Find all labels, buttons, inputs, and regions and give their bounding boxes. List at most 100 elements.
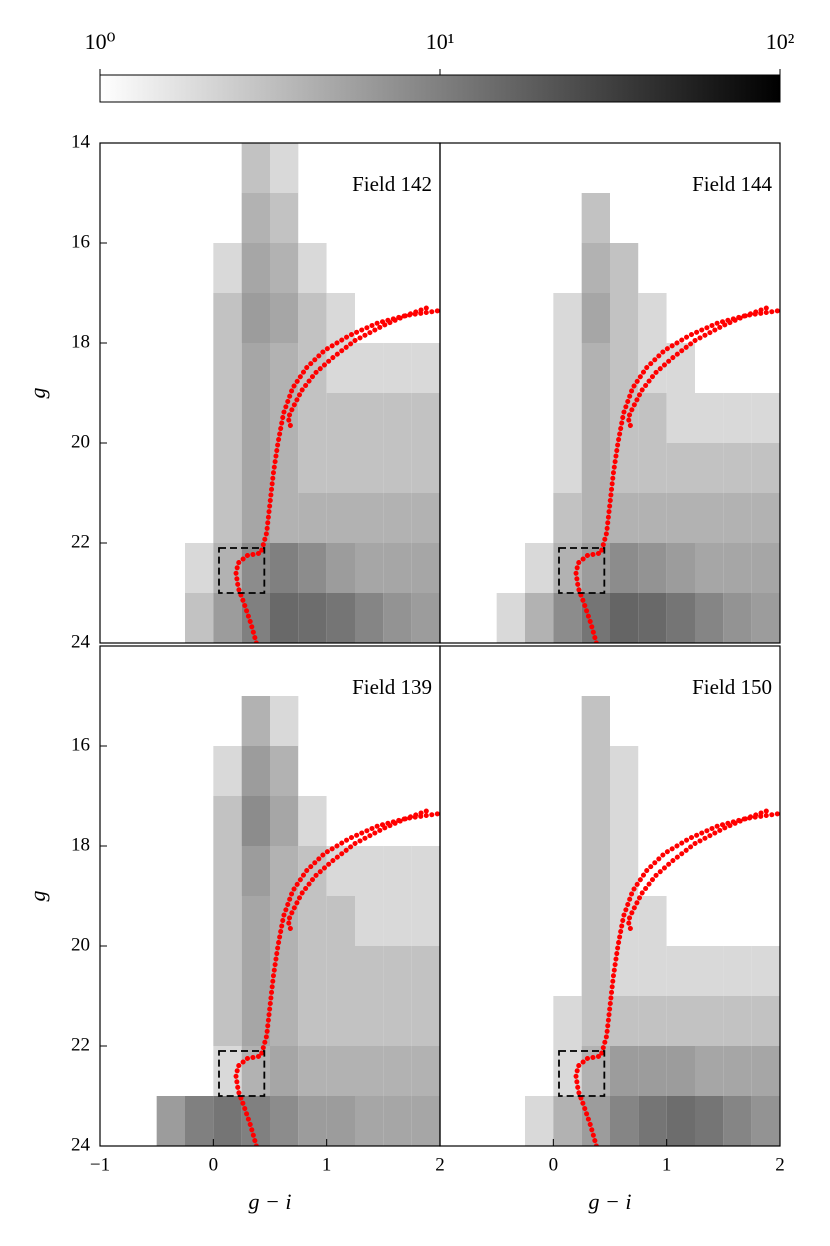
hess-cell [185, 1096, 214, 1146]
hess-cell [666, 946, 695, 996]
hess-cell [298, 443, 327, 493]
hess-cell [213, 493, 242, 543]
hess-cell [666, 1046, 695, 1096]
hess-cell [610, 493, 639, 543]
isochrone [285, 305, 429, 428]
hess-cell [553, 946, 582, 996]
hess-cell [270, 696, 299, 746]
hess-cell [383, 896, 412, 946]
hess-cell [298, 746, 327, 796]
panel-frame [439, 645, 781, 1147]
hess-cell [751, 593, 780, 643]
hess-cell [213, 696, 242, 746]
y-tick-label: 22 [71, 531, 90, 552]
hess-cell [411, 493, 440, 543]
hess-cell [666, 996, 695, 1046]
hess-cell [241, 293, 270, 343]
hess-cell [355, 243, 384, 293]
hess-cell [666, 443, 695, 493]
hess-cell [298, 1096, 327, 1146]
x-tick-label: 0 [209, 1154, 219, 1175]
hess-cell [241, 696, 270, 746]
panel: Field 142 14 16 18 20 22 24 g [25, 131, 441, 652]
hess-cell [638, 393, 667, 443]
panel: Field 139 16 18 20 22 24−1 0 1 2 g g − i [25, 645, 445, 1214]
hess-cell [355, 896, 384, 946]
hess-cell [270, 293, 299, 343]
panel-title: Field 142 [352, 172, 432, 196]
hess-cell [326, 243, 355, 293]
hess-cell [695, 593, 724, 643]
isochrone [233, 308, 440, 643]
hess-cell [298, 193, 327, 243]
hess-cell [751, 896, 780, 946]
hess-cell [241, 896, 270, 946]
hess-cell [213, 343, 242, 393]
hess-cell [411, 946, 440, 996]
hess-cell [610, 193, 639, 243]
colorbar-tick-label: 10² [766, 29, 795, 54]
hess-cell [553, 846, 582, 896]
hess-cell [213, 846, 242, 896]
hess-cell [213, 796, 242, 846]
hess-cell [666, 493, 695, 543]
hess-cell [638, 946, 667, 996]
hess-cell [610, 996, 639, 1046]
hess-cell [411, 846, 440, 896]
hess-cell [383, 543, 412, 593]
hess-cell [355, 946, 384, 996]
x-axis-label: g − i [589, 1189, 632, 1214]
x-tick-label: 0 [549, 1154, 559, 1175]
hess-cell [638, 746, 667, 796]
y-tick-label: 22 [71, 1034, 90, 1055]
hess-cell [355, 1046, 384, 1096]
y-axis-label: g [25, 388, 50, 399]
hess-cell [270, 1046, 299, 1096]
hess-cell [213, 393, 242, 443]
hess-cell [525, 1046, 554, 1096]
y-tick-label: 16 [71, 231, 90, 252]
hess-cell [326, 1046, 355, 1096]
hess-cell [411, 443, 440, 493]
hess-cell [695, 543, 724, 593]
hess-cell [553, 443, 582, 493]
hess-cell [213, 746, 242, 796]
hess-cell [723, 593, 752, 643]
hess-cell [298, 293, 327, 343]
hess-cell [411, 293, 440, 343]
hess-cell [581, 896, 610, 946]
hess-cell [241, 193, 270, 243]
hess-cell [411, 1096, 440, 1146]
hess-cell [496, 1096, 525, 1146]
hess-cell [581, 746, 610, 796]
hess-cell [185, 1046, 214, 1096]
hess-cell [581, 343, 610, 393]
hess-cell [525, 493, 554, 543]
y-tick-label: 24 [71, 1134, 91, 1155]
hess-cell [723, 896, 752, 946]
hess-cell [241, 243, 270, 293]
hess-cell [695, 1096, 724, 1146]
plot-area [496, 193, 780, 643]
hess-cell [638, 543, 667, 593]
hess-cell [581, 193, 610, 243]
hess-cell [383, 996, 412, 1046]
plot-area [156, 696, 440, 1146]
hess-cell [581, 696, 610, 746]
hess-cell [270, 746, 299, 796]
hess-cell [355, 393, 384, 443]
hess-cell [581, 1096, 610, 1146]
hess-cell [610, 543, 639, 593]
hess-cell [213, 243, 242, 293]
hess-cell [695, 846, 724, 896]
y-tick-label: 18 [71, 331, 90, 352]
panel-title: Field 144 [692, 172, 772, 196]
hess-cell [326, 593, 355, 643]
y-tick-label: 20 [71, 431, 90, 452]
hess-cell [185, 593, 214, 643]
hess-cell [581, 1046, 610, 1096]
hess-cell [411, 543, 440, 593]
hess-cell [638, 593, 667, 643]
hess-cell [185, 996, 214, 1046]
hess-cell [156, 593, 185, 643]
